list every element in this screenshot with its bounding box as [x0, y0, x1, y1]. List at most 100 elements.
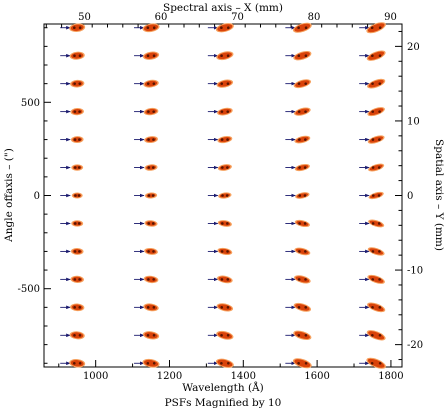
psf-core	[152, 250, 155, 253]
psf-marker	[134, 358, 160, 368]
psf-core	[371, 194, 375, 197]
psf-core	[304, 110, 307, 113]
psf-core	[152, 26, 156, 30]
psf-core	[220, 278, 224, 281]
psf-core	[72, 361, 76, 365]
psf-core	[151, 222, 155, 225]
psf-core	[73, 110, 77, 113]
psf-body	[294, 23, 311, 32]
psf-marker	[359, 22, 386, 34]
psf-body	[295, 248, 309, 255]
psf-body	[71, 276, 83, 282]
psf-marker	[285, 358, 312, 369]
psf-marker	[60, 192, 83, 199]
psf-body	[294, 331, 310, 339]
psf-marker	[134, 275, 159, 284]
x-axis-label: Wavelength (Å)	[182, 380, 263, 394]
psf-core	[226, 166, 229, 169]
psf-marker	[60, 108, 84, 116]
psf-marker	[359, 247, 385, 256]
psf-marker	[60, 331, 85, 340]
psf-marker	[285, 330, 312, 341]
psf-core	[303, 166, 307, 169]
psf-core	[378, 82, 382, 85]
psf-core	[226, 306, 230, 309]
psf-marker	[359, 302, 386, 313]
psf-marker	[359, 163, 385, 172]
psf-core	[73, 278, 77, 281]
psf-body	[217, 359, 233, 367]
psf-core	[297, 110, 301, 113]
psf-core	[73, 82, 76, 85]
psf-core	[78, 361, 82, 365]
psf-core	[370, 26, 374, 30]
psf-core	[146, 82, 150, 85]
psf-core	[226, 138, 229, 141]
psf-core	[378, 361, 382, 365]
psf-marker	[359, 135, 385, 144]
psf-core	[146, 306, 150, 309]
psf-marker	[285, 275, 311, 284]
psf-body	[369, 192, 383, 199]
psf-body	[369, 136, 384, 143]
psf-markers-group	[60, 22, 386, 369]
psf-core	[152, 54, 156, 57]
psf-marker	[134, 192, 158, 199]
psf-core	[152, 306, 156, 309]
psf-marker	[207, 107, 233, 116]
psf-core	[73, 250, 77, 253]
psf-core	[152, 361, 156, 365]
psf-core	[226, 82, 230, 85]
psf-marker	[207, 275, 233, 284]
psf-marker	[359, 50, 386, 61]
psf-marker	[60, 23, 86, 32]
psf-core	[73, 138, 77, 141]
psf-core	[220, 306, 224, 309]
psf-body	[369, 164, 383, 171]
psf-body	[71, 52, 84, 59]
psf-core	[298, 194, 302, 197]
psf-core	[146, 334, 150, 337]
psf-body	[144, 24, 159, 32]
psf-marker	[134, 23, 160, 33]
psf-body	[217, 331, 232, 339]
psf-core	[226, 250, 229, 253]
psf-marker	[207, 79, 234, 88]
psf-body	[368, 303, 384, 312]
psf-body	[368, 79, 384, 88]
psf-core	[298, 222, 301, 225]
psf-core	[377, 194, 381, 197]
psf-body	[144, 80, 158, 87]
psf-core	[220, 54, 223, 57]
psf-core	[220, 26, 223, 30]
y2-tick-label: -20	[407, 340, 423, 351]
psf-core	[220, 110, 224, 113]
psf-core	[151, 166, 155, 169]
psf-core	[226, 222, 229, 225]
psf-marker	[134, 79, 159, 88]
psf-body	[71, 109, 83, 115]
psf-core	[371, 54, 374, 57]
psf-core	[147, 194, 151, 197]
psf-marker	[285, 302, 312, 312]
psf-body	[144, 304, 158, 311]
psf-body	[218, 108, 232, 115]
psf-core	[73, 334, 76, 337]
psf-core	[371, 222, 375, 225]
psf-marker	[207, 51, 234, 61]
psf-marker	[60, 220, 84, 227]
psf-body	[218, 80, 232, 87]
psf-marker	[285, 79, 312, 89]
psf-marker	[134, 107, 159, 116]
x2-tick-label: 90	[384, 12, 397, 23]
psf-marker	[60, 136, 84, 143]
psf-marker	[207, 192, 232, 199]
psf-core	[304, 138, 307, 141]
psf-body	[368, 108, 384, 116]
psf-body	[145, 276, 157, 283]
psf-core	[297, 361, 300, 365]
x2-tick-label: 80	[308, 12, 321, 23]
psf-core	[152, 278, 155, 281]
